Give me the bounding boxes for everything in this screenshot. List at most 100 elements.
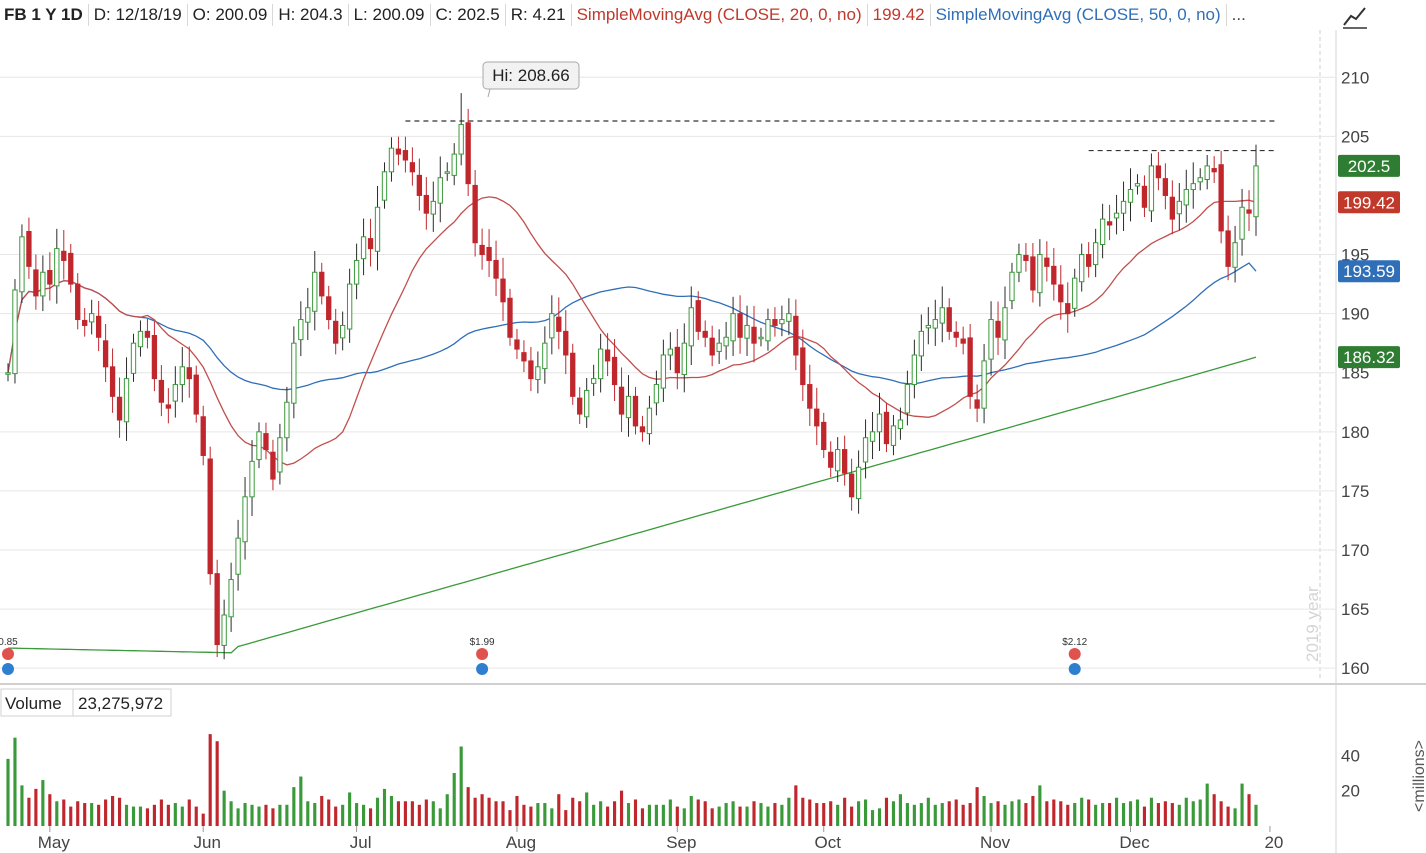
candle-body [953, 331, 959, 338]
candle [298, 301, 304, 357]
candle [228, 562, 234, 632]
volume-bar [682, 808, 686, 826]
sma20-study-value: 199.42 [868, 4, 931, 26]
volume-bar [975, 787, 979, 826]
candle-body [1092, 242, 1099, 266]
candle [835, 437, 841, 482]
volume-bar [606, 806, 610, 826]
volume-bar [355, 803, 359, 826]
candle [646, 395, 653, 445]
candle-body [1106, 221, 1113, 226]
volume-bar [1212, 794, 1216, 826]
volume-bar [501, 801, 505, 826]
volume-bar [905, 803, 909, 826]
candle-body [277, 437, 283, 473]
price-tag-3 [1338, 346, 1400, 369]
candle [1009, 262, 1015, 310]
volume-bar [884, 797, 889, 826]
volume-bar [13, 737, 17, 826]
grid [0, 76, 1336, 669]
time-label-May: May [38, 833, 71, 852]
candle [1030, 243, 1036, 303]
volume-bar [724, 803, 728, 826]
volume-bar [891, 801, 896, 826]
candle [47, 252, 53, 301]
candle [130, 333, 137, 382]
candle-body [1239, 206, 1245, 240]
candle-body [109, 366, 116, 397]
candle-body [570, 352, 576, 397]
candle-body [1232, 242, 1238, 268]
sma50-study-label[interactable]: SimpleMovingAvg (CLOSE, 50, 0, no) [931, 4, 1227, 26]
volume-bar [696, 799, 700, 826]
candle-body [960, 338, 966, 344]
volume-bar [320, 795, 324, 826]
volume-bar [438, 808, 442, 826]
candle [75, 273, 81, 330]
candle-body [646, 407, 653, 435]
candle-body [1204, 165, 1210, 180]
volume-bar [1045, 801, 1049, 826]
event-markers: 0.85 $1.99 $2.12 [0, 637, 1088, 675]
candle-body [1016, 254, 1022, 273]
candle [639, 415, 646, 442]
candle-body [256, 431, 262, 461]
volume-bar [410, 801, 414, 826]
volume-bar [585, 792, 589, 826]
price-tick-175: 175 [1341, 482, 1369, 501]
candle-body [604, 349, 611, 362]
more-studies-button[interactable]: ... [1231, 5, 1246, 24]
candle-body [61, 250, 67, 261]
drawing-tools-icon[interactable] [1340, 2, 1370, 30]
candle-body [270, 451, 276, 480]
candle [277, 423, 283, 485]
volume-bar [466, 787, 470, 826]
symbol-label[interactable]: FB 1 Y 1D [0, 4, 89, 26]
volume-bar [1226, 806, 1230, 826]
candle-body [869, 431, 876, 442]
close-label: C: 202.5 [431, 4, 506, 26]
candle-body [904, 384, 911, 414]
candle [346, 268, 353, 343]
sma20-study-label[interactable]: SimpleMovingAvg (CLOSE, 20, 0, no) [572, 4, 868, 26]
candle [709, 325, 715, 367]
time-label-Dec: Dec [1119, 833, 1150, 852]
candle [109, 348, 116, 413]
candle [604, 333, 611, 377]
candle [486, 229, 492, 277]
volume-legend-value: 23,275,972 [78, 694, 163, 713]
candle-body [974, 399, 980, 409]
candle [542, 326, 548, 384]
candle [1127, 168, 1134, 222]
candle-body [486, 246, 492, 261]
volume-bar [1108, 803, 1112, 826]
candle-body [1113, 212, 1120, 219]
price-tag-1 [1338, 191, 1400, 214]
sma20-study-name: SimpleMovingAvg (CLOSE, 20, 0, no) [576, 5, 862, 24]
candle-body [33, 269, 39, 297]
candle-body [221, 614, 227, 646]
candle-body [744, 324, 750, 339]
candle [54, 228, 60, 304]
candle [256, 422, 262, 469]
volume-bar [1205, 783, 1209, 826]
candle [611, 339, 618, 402]
candle [1120, 181, 1127, 231]
candle [1183, 169, 1189, 223]
volume-bar [327, 799, 331, 826]
candle-body [772, 319, 778, 326]
candle [800, 329, 806, 402]
volume-bar [801, 797, 805, 826]
volume-bar [424, 799, 428, 826]
volume-bar [640, 808, 645, 826]
volume-bar [564, 810, 568, 826]
date-label: D: 12/18/19 [89, 4, 188, 26]
candle-body [1051, 265, 1057, 285]
candle-body [1086, 254, 1092, 267]
candle-body [1162, 178, 1169, 196]
volume-bar [877, 808, 882, 826]
candle [235, 519, 241, 591]
candle [242, 477, 248, 560]
candle-body [158, 379, 165, 403]
